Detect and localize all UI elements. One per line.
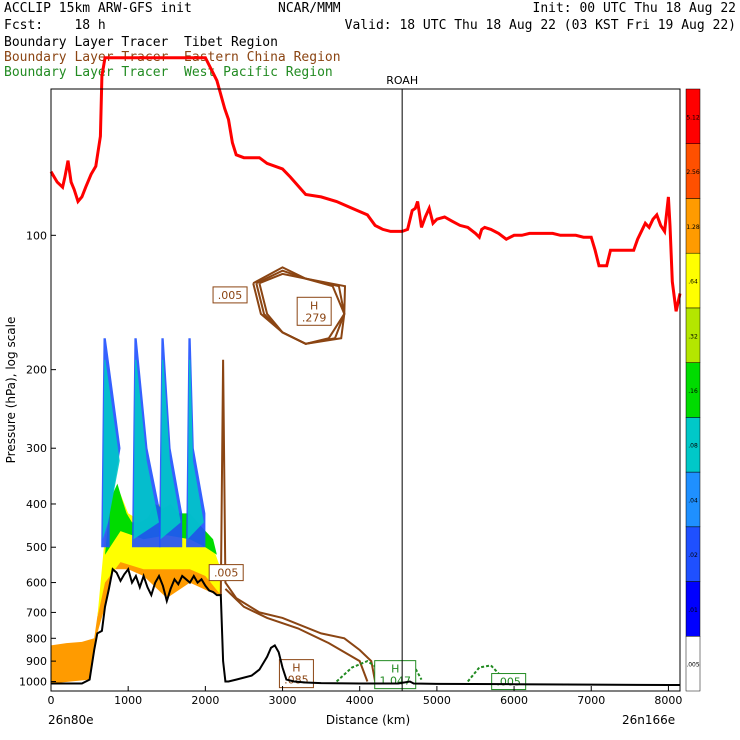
y-tick-label: 200 [26,364,47,377]
series-line-0 [49,56,682,312]
contour-label: H [391,663,399,676]
colorbar-swatch [685,88,701,144]
colorbar-level: .005 [686,662,700,669]
header-valid: Valid: 18 UTC Thu 18 Aug 22 (03 KST Fri … [344,18,736,33]
header-forecast: Fcst: 18 h [4,18,106,33]
contour-label: .279 [302,311,327,324]
y-tick-label: 100 [26,229,47,242]
y-tick-label: 700 [26,606,47,619]
y-tick-label: 800 [26,632,47,645]
axes: 0 1000 2000 3000 4000 5000 6000 7000 80001002003… [19,74,682,707]
series-line-1 [51,567,680,686]
header-title: ACCLIP 15km ARW-GFS init [4,1,192,16]
contour-label: .085 [284,674,309,687]
header-init: Init: 00 UTC Thu 18 Aug 22 [532,1,737,16]
x-tick-label: 3000 [269,694,297,707]
tracer-plume-core [160,359,181,540]
y-tick-label: 600 [26,577,47,590]
y-tick-label: 500 [26,541,47,554]
colorbar-level: 1.28 [686,224,700,231]
colorbar-level: .08 [688,443,698,450]
contour-upper [258,272,346,345]
x-tick-label: 6000 [500,694,528,707]
colorbar-level: 2.56 [686,169,700,176]
x-start-label: 26n80e [48,713,94,727]
y-tick-label: 1000 [19,676,47,689]
contour-lower-2 [224,588,369,682]
x-tick-label: 4000 [346,694,374,707]
tracer-fill-layer [51,338,221,684]
contour-label: H [310,299,318,312]
tracer-label-eastern-china: Boundary Layer Tracer Eastern China Regi… [4,50,341,65]
colorbar-level: .16 [688,388,698,395]
y-axis-label: Pressure (hPa), log scale [4,317,18,464]
y-tick-label: 400 [26,498,47,511]
contour-label-box [491,673,527,691]
contour-label: .005 [496,676,521,689]
colorbar: .005 .01 .02 .04 .08 .16 .32 .64 1.28 2.56 5.12 [685,88,701,692]
tracer-plume-core [187,359,204,540]
colorbar-level: .64 [688,279,698,286]
tracer-plume-core [133,359,159,540]
data-series [49,56,682,686]
contour-lower [219,359,377,682]
colorbar-level: .01 [688,607,698,614]
y-tick-label: 300 [26,442,47,455]
contour-label: .005 [218,289,243,302]
tracer-label-tibet: Boundary Layer Tracer Tibet Region [4,35,278,50]
contour-upper [252,266,347,345]
station-marker-label: ROAH [386,74,418,87]
contour-label-box [212,286,248,304]
x-axis-label: Distance (km) [326,713,410,727]
x-tick-label: 8000 [654,694,682,707]
contour-upper [255,269,346,345]
x-tick-label: 0 [48,694,55,707]
x-end-label: 26n166e [622,713,675,727]
x-tick-label: 5000 [423,694,451,707]
tracer-label-west-pacific: Boundary Layer Tracer West Pacific Regio… [4,65,333,80]
y-tick-label: 900 [26,655,47,668]
colorbar-level: .02 [688,552,698,559]
x-tick-label: 1000 [114,694,142,707]
colorbar-level: .04 [688,497,698,504]
tracer-plume-core [102,359,120,540]
colorbar-level: 5.12 [686,114,700,121]
x-tick-label: 7000 [577,694,605,707]
x-tick-label: 2000 [191,694,219,707]
contour-label-box [208,564,244,582]
contour-label: H [292,662,300,675]
contour-label: .005 [214,567,239,580]
contour-label-box [296,296,332,326]
plot-frame [50,88,681,692]
colorbar-level: .32 [688,333,698,340]
header-center: NCAR/MMM [278,1,341,16]
